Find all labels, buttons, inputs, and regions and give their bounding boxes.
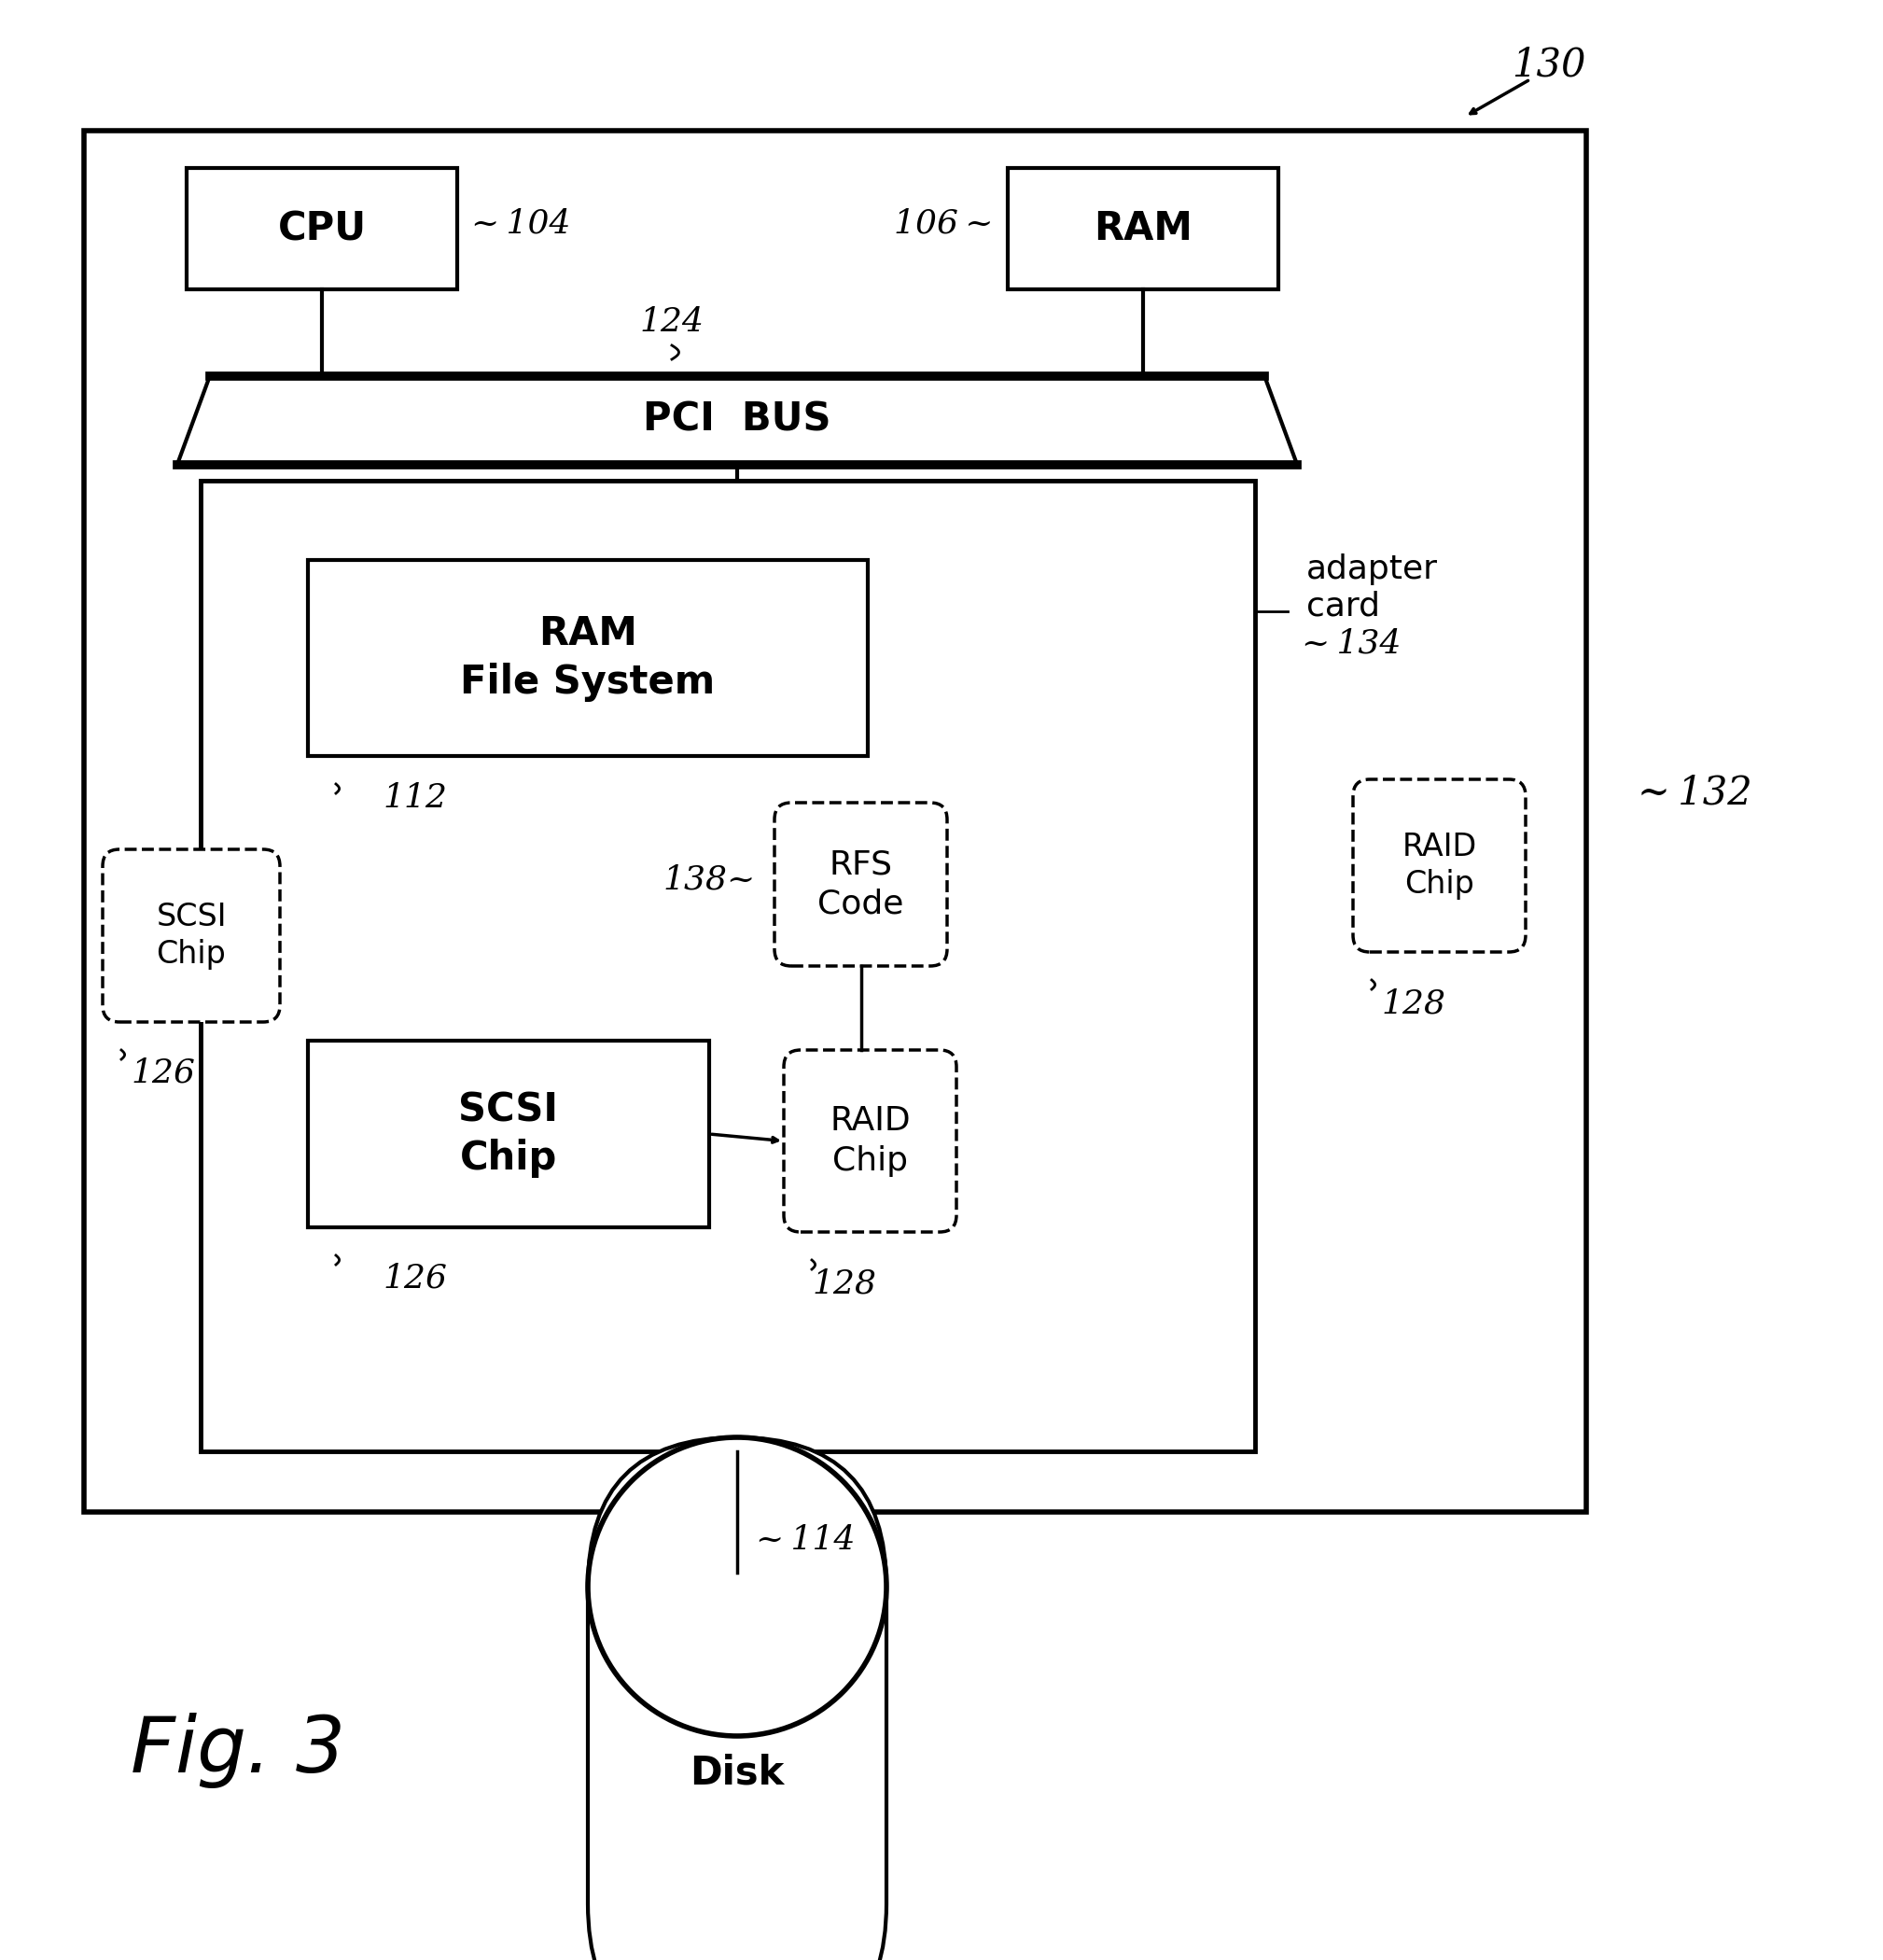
FancyBboxPatch shape bbox=[104, 849, 281, 1021]
Text: 112: 112 bbox=[382, 782, 446, 813]
Text: ~ 134: ~ 134 bbox=[1301, 627, 1401, 661]
Text: ~ 132: ~ 132 bbox=[1638, 774, 1753, 813]
Text: card: card bbox=[1307, 590, 1380, 623]
Text: 126: 126 bbox=[130, 1058, 196, 1090]
Text: RAM: RAM bbox=[1094, 210, 1192, 249]
Text: 126: 126 bbox=[382, 1262, 446, 1294]
Text: RAM
File System: RAM File System bbox=[461, 613, 716, 702]
FancyBboxPatch shape bbox=[1354, 780, 1525, 953]
Polygon shape bbox=[177, 376, 1297, 465]
Text: adapter: adapter bbox=[1307, 553, 1439, 586]
FancyBboxPatch shape bbox=[774, 804, 947, 966]
Text: 130: 130 bbox=[1512, 45, 1585, 84]
Bar bbox=[186, 169, 458, 290]
Text: RFS
Code: RFS Code bbox=[817, 849, 904, 919]
Text: 138~: 138~ bbox=[663, 864, 755, 896]
Text: Disk: Disk bbox=[689, 1754, 785, 1793]
Bar bbox=[1007, 169, 1279, 290]
Text: 124: 124 bbox=[640, 306, 704, 337]
Text: CPU: CPU bbox=[277, 210, 367, 249]
Bar bbox=[309, 1041, 710, 1227]
Text: 128: 128 bbox=[1380, 988, 1446, 1019]
Bar bbox=[201, 480, 1256, 1450]
Bar bbox=[309, 561, 868, 757]
Text: 106 ~: 106 ~ bbox=[894, 208, 994, 239]
Text: 128: 128 bbox=[812, 1268, 876, 1299]
Text: SCSI
Chip: SCSI Chip bbox=[459, 1090, 559, 1178]
Bar bbox=[85, 131, 1585, 1511]
Text: ~ 114: ~ 114 bbox=[755, 1525, 855, 1556]
FancyBboxPatch shape bbox=[783, 1051, 957, 1233]
Text: SCSI
Chip: SCSI Chip bbox=[156, 902, 226, 970]
FancyBboxPatch shape bbox=[587, 1437, 887, 1960]
Text: RAID
Chip: RAID Chip bbox=[830, 1105, 911, 1176]
Text: PCI  BUS: PCI BUS bbox=[644, 400, 830, 439]
Text: RAID
Chip: RAID Chip bbox=[1401, 831, 1476, 900]
Text: Fig. 3: Fig. 3 bbox=[130, 1713, 345, 1788]
Text: ~ 104: ~ 104 bbox=[471, 208, 571, 239]
